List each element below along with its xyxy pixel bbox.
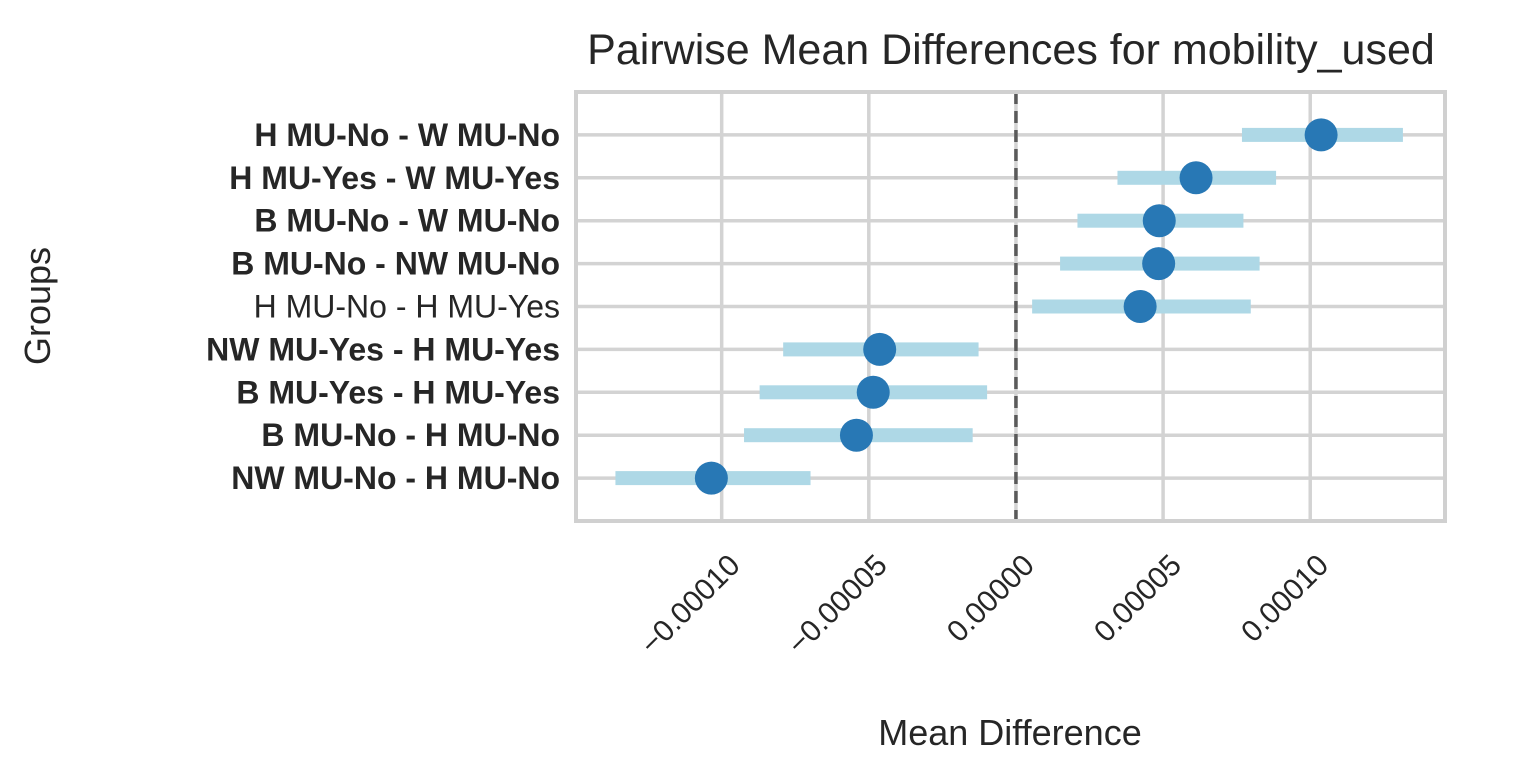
x-tick-label: 0.00010 — [1235, 549, 1335, 649]
plot-grid-layer — [576, 92, 1445, 521]
mean-difference-dot — [1142, 204, 1176, 238]
y-tick-label: NW MU-Yes - H MU-Yes — [206, 331, 560, 367]
y-tick-label: H MU-No - H MU-Yes — [254, 289, 560, 325]
chart-title: Pairwise Mean Differences for mobility_u… — [587, 26, 1435, 74]
y-tick-label: B MU-No - W MU-No — [254, 203, 560, 239]
mean-difference-dot — [1179, 161, 1213, 195]
plot-marks-layer — [615, 118, 1403, 495]
x-axis-label: Mean Difference — [878, 712, 1141, 753]
plot-border — [574, 90, 1447, 523]
mean-difference-dot — [694, 461, 728, 495]
y-tick-label: H MU-No - W MU-No — [254, 117, 560, 153]
y-tick-label: B MU-No - H MU-No — [261, 417, 560, 453]
y-tick-label: B MU-Yes - H MU-Yes — [236, 374, 560, 410]
mean-difference-dot — [856, 375, 890, 409]
mean-difference-dot — [863, 332, 897, 366]
x-tick-label: 0.00000 — [941, 549, 1041, 649]
mean-difference-dot — [1304, 118, 1338, 152]
y-axis-label: Groups — [17, 247, 58, 365]
mean-difference-dot — [1123, 290, 1157, 323]
x-tick-label: −0.00005 — [781, 549, 893, 661]
y-tick-label: B MU-No - NW MU-No — [231, 246, 560, 282]
x-tick-label: 0.00005 — [1088, 549, 1188, 649]
y-tick-label: H MU-Yes - W MU-Yes — [229, 160, 560, 196]
x-tick-label: −0.00010 — [634, 549, 746, 661]
y-tick-label: NW MU-No - H MU-No — [231, 460, 560, 496]
mean-difference-dot — [1142, 247, 1176, 281]
mean-difference-dot — [839, 418, 873, 452]
